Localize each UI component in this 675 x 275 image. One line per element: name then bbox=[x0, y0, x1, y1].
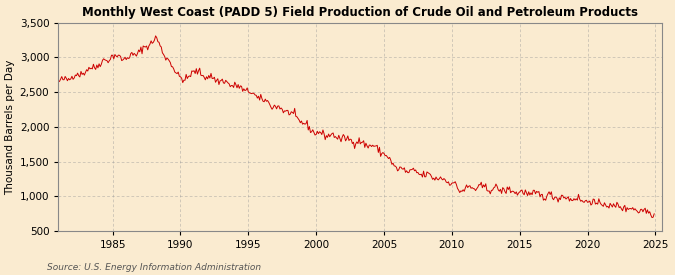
Text: Source: U.S. Energy Information Administration: Source: U.S. Energy Information Administ… bbox=[47, 263, 261, 272]
Y-axis label: Thousand Barrels per Day: Thousand Barrels per Day bbox=[5, 59, 16, 194]
Title: Monthly West Coast (PADD 5) Field Production of Crude Oil and Petroleum Products: Monthly West Coast (PADD 5) Field Produc… bbox=[82, 6, 639, 18]
